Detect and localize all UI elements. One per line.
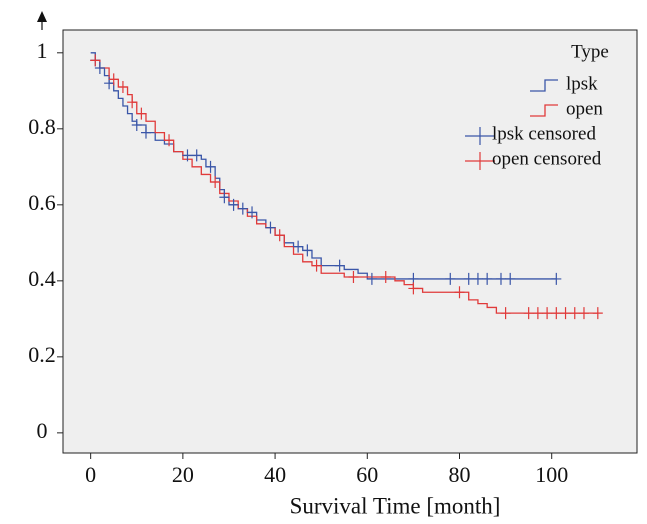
censor-mark — [348, 271, 359, 284]
axis-arrowhead — [37, 11, 47, 22]
legend-swatch — [465, 152, 495, 170]
censor-mark — [136, 107, 147, 120]
censor-mark — [366, 272, 377, 285]
legend-label: lpsk — [566, 73, 598, 94]
censor-mark — [164, 134, 175, 147]
censor-mark — [495, 272, 506, 285]
censor-mark — [274, 229, 285, 242]
x-tick-label: 20 — [172, 462, 194, 487]
y-tick-label: 0.2 — [28, 342, 56, 367]
censor-mark — [140, 126, 151, 139]
censor-mark — [578, 307, 589, 320]
censor-mark — [334, 259, 345, 272]
censor-mark — [380, 271, 391, 284]
censor-mark — [472, 272, 483, 285]
censor-mark — [311, 259, 322, 272]
legend-swatch — [530, 79, 558, 92]
censor-mark — [219, 191, 230, 204]
censor-mark — [551, 307, 562, 320]
censor-mark — [532, 307, 543, 320]
censor-mark — [191, 149, 202, 162]
censor-mark — [482, 272, 493, 285]
censor-mark — [302, 244, 313, 257]
censor-mark — [505, 272, 516, 285]
censor-mark — [454, 286, 465, 299]
plot-area — [62, 29, 638, 454]
censor-mark — [127, 96, 138, 109]
censor-mark — [210, 176, 221, 189]
censor-mark — [560, 307, 571, 320]
censor-mark — [463, 272, 474, 285]
censor-mark — [94, 62, 105, 75]
censor-mark — [408, 282, 419, 295]
censor-mark — [228, 198, 239, 211]
legend-label: open — [566, 98, 603, 119]
x-axis-label: Survival Time [month] — [290, 493, 501, 518]
censor-mark — [569, 307, 580, 320]
censor-mark — [237, 202, 248, 215]
legend-swatch — [465, 127, 495, 145]
censor-mark — [265, 221, 276, 234]
censor-mark — [542, 307, 553, 320]
legend-title: Type — [571, 41, 609, 62]
y-tick-label: 0.8 — [28, 114, 56, 139]
legend-swatch — [530, 104, 558, 117]
legend-label: open censored — [492, 148, 602, 169]
y-tick-label: 0.4 — [28, 266, 56, 291]
censor-mark — [117, 81, 128, 94]
censor-mark — [592, 307, 603, 320]
censor-mark — [551, 272, 562, 285]
x-tick-label: 80 — [448, 462, 470, 487]
y-tick-label: 0.6 — [28, 190, 56, 215]
censor-mark — [182, 149, 193, 162]
censor-mark — [445, 272, 456, 285]
censor-mark — [247, 206, 258, 219]
censor-mark — [500, 307, 511, 320]
censor-mark — [523, 307, 534, 320]
y-tick-label: 0 — [37, 418, 48, 443]
censor-mark — [108, 73, 119, 86]
x-tick-label: 40 — [264, 462, 286, 487]
censor-mark — [131, 119, 142, 132]
x-tick-label: 0 — [85, 462, 96, 487]
censor-mark — [293, 240, 304, 253]
x-tick-label: 100 — [535, 462, 568, 487]
x-tick-label: 60 — [356, 462, 378, 487]
censor-mark — [90, 54, 101, 67]
y-tick-label: 1 — [37, 38, 48, 63]
censor-mark — [205, 160, 216, 173]
legend-label: lpsk censored — [492, 123, 596, 144]
